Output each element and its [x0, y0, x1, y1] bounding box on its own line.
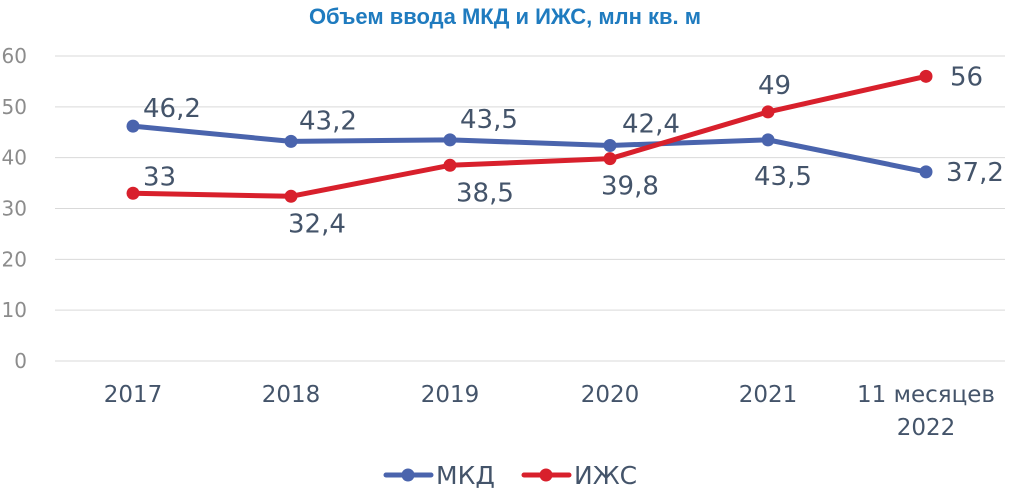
data-point [761, 133, 775, 147]
x-tick-label: 2021 [739, 382, 798, 408]
data-label: 43,2 [299, 106, 357, 136]
data-label: 32,4 [288, 209, 346, 239]
data-point [443, 133, 457, 147]
data-point [761, 105, 775, 119]
x-tick-label: 2018 [262, 382, 321, 408]
x-tick-label: 2020 [581, 382, 640, 408]
y-tick-label: 40 [2, 146, 27, 170]
y-tick-label: 60 [2, 44, 27, 68]
legend-swatch-marker [401, 468, 415, 482]
x-tick-label: 2019 [421, 382, 480, 408]
y-tick-label: 0 [14, 349, 27, 373]
legend-label: МКД [436, 461, 495, 490]
data-point [603, 152, 617, 166]
y-tick-label: 50 [2, 95, 27, 119]
data-label: 43,5 [460, 105, 518, 135]
data-label: 46,2 [143, 94, 201, 124]
y-tick-label: 30 [2, 197, 27, 221]
chart-title: Объем ввода МКД и ИЖС, млн кв. м [309, 4, 701, 29]
y-tick-label: 20 [2, 247, 27, 271]
data-point [284, 134, 298, 148]
data-point [443, 158, 457, 172]
x-tick-label: 2017 [104, 382, 163, 408]
data-point [284, 189, 298, 203]
data-label: 37,2 [946, 158, 1004, 188]
legend-label: ИЖС [574, 461, 637, 490]
data-point [126, 119, 140, 133]
data-label: 49 [758, 71, 791, 101]
data-point [919, 165, 933, 179]
data-label: 39,8 [601, 172, 659, 202]
series-line-1 [130, 123, 929, 175]
data-label: 42,4 [622, 109, 680, 139]
legend: МКД ИЖС [383, 461, 637, 490]
x-axis: 2017 2018 2019 2020 2021 11 месяцев 2022 [104, 382, 995, 441]
gridlines [55, 55, 1005, 362]
series-line-2 [130, 73, 929, 199]
y-tick-label: 10 [2, 298, 27, 322]
y-axis: 0 10 20 30 40 50 60 [2, 44, 27, 373]
x-tick-label: 11 месяцев 2022 [857, 382, 995, 441]
data-point [919, 69, 933, 83]
data-labels: 46,2 43,2 43,5 42,4 43,5 37,2 33 32,4 38,5 39,8 49… [143, 62, 1004, 239]
data-point [603, 138, 617, 152]
legend-swatch-marker [539, 468, 553, 482]
data-label: 38,5 [456, 178, 514, 208]
data-label: 43,5 [754, 162, 812, 192]
series-lines [126, 69, 933, 203]
data-label: 56 [950, 62, 983, 92]
data-label: 33 [143, 162, 176, 192]
data-point [126, 186, 140, 200]
